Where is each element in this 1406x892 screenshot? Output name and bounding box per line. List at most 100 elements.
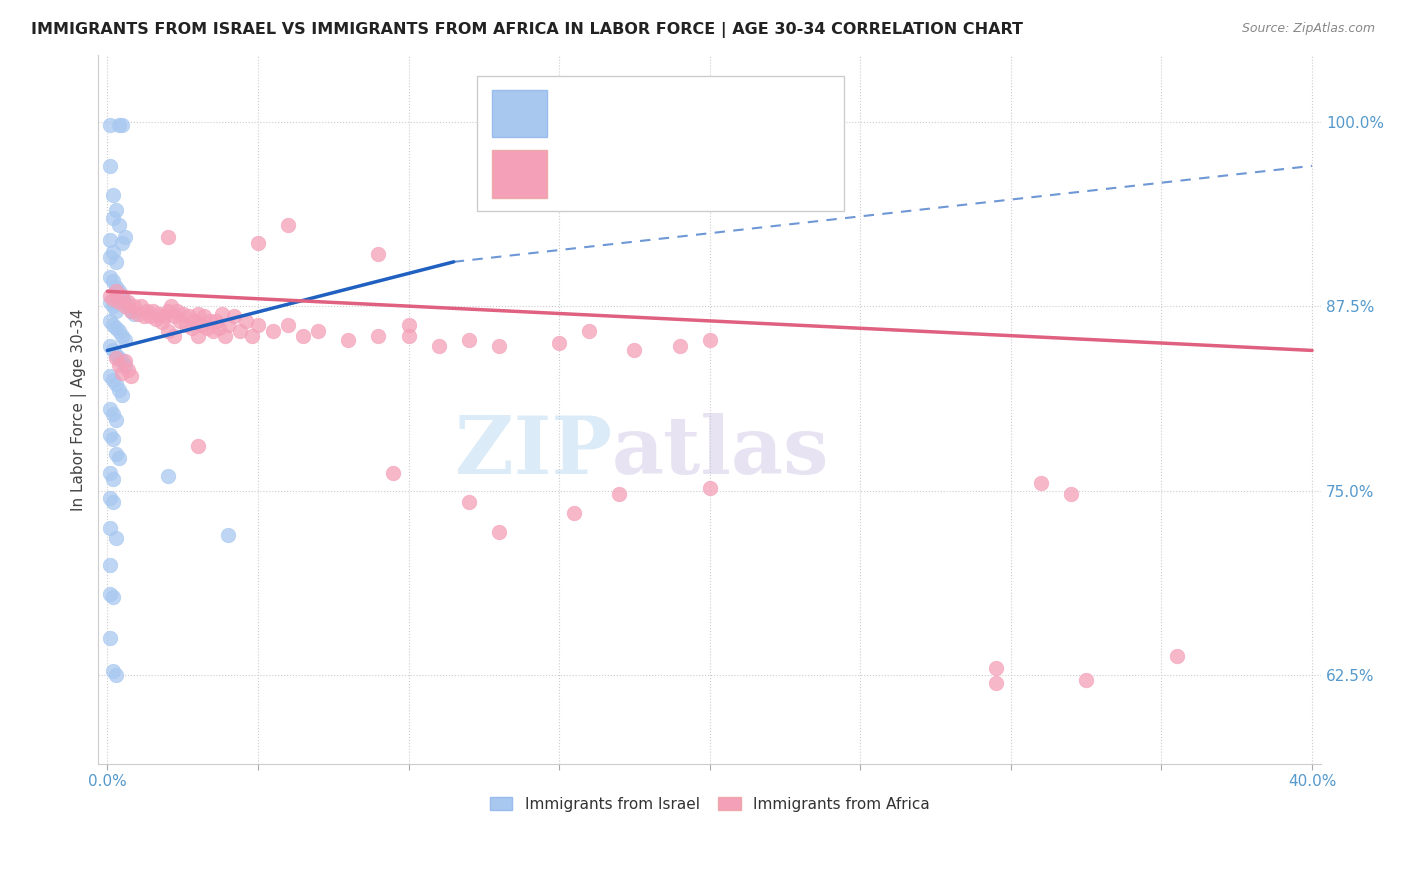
Point xyxy=(240,328,263,343)
Point xyxy=(398,318,420,333)
Point xyxy=(121,368,143,383)
Point xyxy=(183,314,205,328)
Point xyxy=(427,339,450,353)
Point xyxy=(105,303,128,318)
Point xyxy=(100,491,122,505)
Point xyxy=(699,333,721,347)
Point xyxy=(229,324,252,338)
Point xyxy=(382,466,405,480)
Point xyxy=(114,333,136,347)
Point xyxy=(488,339,510,353)
Point xyxy=(105,255,128,269)
Point xyxy=(156,303,179,318)
Point xyxy=(117,362,139,376)
Point xyxy=(180,321,202,335)
Point xyxy=(193,310,215,324)
Point xyxy=(135,303,157,318)
Point xyxy=(208,321,231,335)
Point xyxy=(105,203,128,218)
Point xyxy=(124,299,146,313)
Point xyxy=(367,247,389,261)
Point xyxy=(578,324,600,338)
Point xyxy=(100,632,122,646)
Point xyxy=(103,211,125,225)
Point xyxy=(1076,673,1098,687)
Y-axis label: In Labor Force | Age 30-34: In Labor Force | Age 30-34 xyxy=(72,309,87,511)
Point xyxy=(100,289,122,303)
Point xyxy=(124,306,146,320)
Point xyxy=(111,328,134,343)
Point xyxy=(699,481,721,495)
Point xyxy=(668,339,690,353)
Point xyxy=(108,451,131,466)
Point xyxy=(114,294,136,309)
Point xyxy=(177,310,200,324)
Point xyxy=(108,118,131,132)
Point xyxy=(105,413,128,427)
Point xyxy=(156,469,179,483)
Point xyxy=(105,351,128,365)
Point xyxy=(984,675,1007,690)
Point xyxy=(103,274,125,288)
Point xyxy=(105,348,128,362)
Point xyxy=(103,472,125,486)
Point xyxy=(105,668,128,682)
Point xyxy=(246,235,269,250)
Point xyxy=(159,299,181,313)
Point xyxy=(292,328,315,343)
Point xyxy=(187,306,209,320)
Point xyxy=(100,520,122,534)
Point xyxy=(105,285,128,299)
Point xyxy=(121,303,143,318)
Point xyxy=(214,328,236,343)
Point xyxy=(142,303,165,318)
Point xyxy=(367,328,389,343)
Point xyxy=(100,402,122,417)
Point xyxy=(114,229,136,244)
Point xyxy=(103,495,125,509)
Point xyxy=(103,299,125,313)
Point xyxy=(169,314,191,328)
Point xyxy=(457,495,479,509)
Point xyxy=(111,235,134,250)
Point xyxy=(132,310,155,324)
Point xyxy=(204,314,226,328)
Point xyxy=(108,324,131,338)
Point xyxy=(100,269,122,284)
Point xyxy=(100,368,122,383)
Point xyxy=(398,328,420,343)
Point xyxy=(277,318,299,333)
Point xyxy=(127,306,149,320)
Point xyxy=(190,318,212,333)
Point xyxy=(111,388,134,402)
Point xyxy=(108,384,131,398)
Point xyxy=(105,531,128,545)
Point xyxy=(111,366,134,380)
Point xyxy=(246,318,269,333)
Point xyxy=(138,310,160,324)
Point xyxy=(307,324,329,338)
Point xyxy=(211,306,233,320)
Point xyxy=(108,351,131,365)
Point xyxy=(108,218,131,232)
Point xyxy=(222,310,245,324)
Point xyxy=(100,339,122,353)
Point xyxy=(163,328,186,343)
Point xyxy=(153,310,176,324)
Point xyxy=(262,324,284,338)
Point xyxy=(111,353,134,368)
Point xyxy=(984,661,1007,675)
Point xyxy=(103,343,125,358)
Point xyxy=(114,353,136,368)
Point xyxy=(457,333,479,347)
Point xyxy=(195,321,218,335)
Point xyxy=(103,590,125,604)
Point xyxy=(105,377,128,392)
Point xyxy=(103,292,125,306)
Point xyxy=(105,321,128,335)
Point xyxy=(111,118,134,132)
Point xyxy=(156,229,179,244)
Point xyxy=(108,294,131,309)
Point xyxy=(121,303,143,318)
Point xyxy=(145,312,167,326)
